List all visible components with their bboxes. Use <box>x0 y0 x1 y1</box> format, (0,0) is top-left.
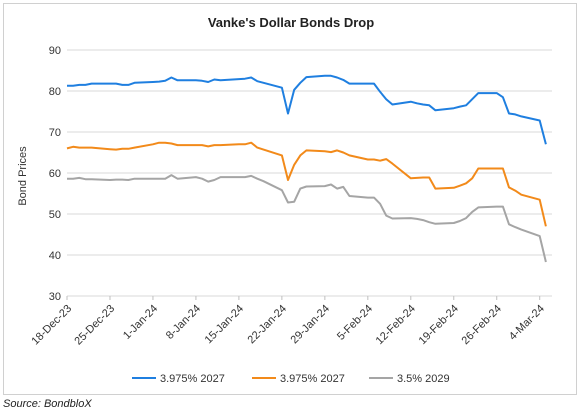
x-tick-label: 18-Dec-23 <box>29 303 74 348</box>
x-tick-label: 5-Feb-24 <box>335 303 375 343</box>
series-line-1 <box>67 74 547 145</box>
x-tick-label: 26-Feb-24 <box>460 303 504 347</box>
legend-label-1: 3.975% 2027 <box>160 373 225 385</box>
series-lines <box>66 74 547 263</box>
x-tick-label: 8-Jan-24 <box>164 303 203 342</box>
legend-label-3: 3.5% 2029 <box>397 373 450 385</box>
y-axis-label: Bond Prices <box>17 146 29 206</box>
y-tick-label: 90 <box>49 45 61 57</box>
y-tick-label: 60 <box>49 168 61 180</box>
y-axis: 30 40 50 60 70 80 90 <box>49 45 61 303</box>
x-tick-label: 22-Jan-24 <box>246 303 290 347</box>
x-tick-label: 15-Jan-24 <box>203 303 247 347</box>
y-tick-label: 30 <box>49 291 61 303</box>
series-line-3 <box>67 174 547 263</box>
y-tick-label: 40 <box>49 250 61 262</box>
chart-frame: Vanke's Dollar Bonds Drop 30 40 50 60 70 80 90… <box>3 3 577 395</box>
x-tick-label: 19-Feb-24 <box>417 303 461 347</box>
x-tick-label: 4-Mar-24 <box>507 303 547 343</box>
y-tick-label: 50 <box>49 209 61 221</box>
source-note: Source: BondbloX <box>3 398 92 410</box>
legend: 3.975% 2027 3.975% 2027 3.5% 2029 <box>132 373 450 385</box>
legend-label-2: 3.975% 2027 <box>280 373 345 385</box>
y-tick-label: 70 <box>49 127 61 139</box>
x-tick-label: 25-Dec-23 <box>72 303 117 348</box>
series-line-2 <box>66 141 547 227</box>
chart-title: Vanke's Dollar Bonds Drop <box>207 15 375 30</box>
y-tick-label: 80 <box>49 86 61 98</box>
x-tick-label: 1-Jan-24 <box>121 303 160 342</box>
gridlines <box>67 49 552 297</box>
x-tick-label: 12-Feb-24 <box>374 303 418 347</box>
x-tick-label: 29-Jan-24 <box>289 303 333 347</box>
